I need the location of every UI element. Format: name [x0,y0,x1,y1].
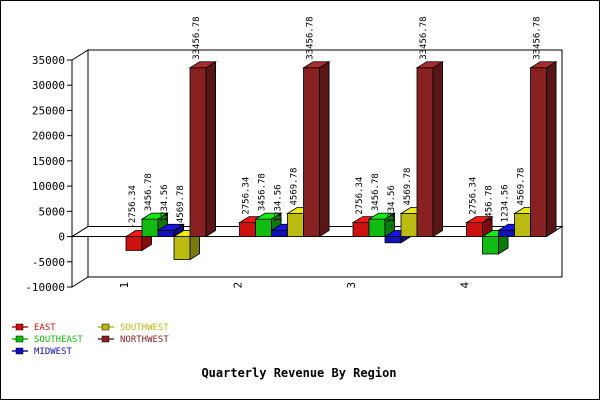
legend-item-southeast: SOUTHEAST [12,335,83,345]
data-label: 3456.78 [258,173,268,211]
data-label: 33456.78 [419,16,429,59]
data-label: 1234.56 [160,184,170,222]
data-label: -3456.78 [485,185,495,228]
svg-text:SOUTHEAST: SOUTHEAST [34,335,83,345]
svg-text:EAST: EAST [34,323,56,333]
x-tick-label: 4 [459,282,472,289]
bar-southeast-3 [367,212,396,238]
y-tick-label: 20000 [32,130,65,143]
data-label: 4569.78 [403,168,413,206]
data-label: 3456.78 [144,173,154,211]
bar-northwest-4 [529,61,558,238]
x-tick-label: 2 [232,282,245,289]
legend-item-southwest: SOUTHWEST [98,323,169,333]
data-labels: -2756.34 3456.78 1234.56 -4569.78 33456.78 27… [128,16,543,228]
y-tick-label: 5000 [39,205,66,218]
legend: EAST SOUTHEAST MIDWEST SOUTHWEST NORTHWEST [12,323,169,357]
y-tick-label: 0 [58,231,65,244]
y-tick-label: -10000 [25,281,65,294]
svg-text:SOUTHWEST: SOUTHWEST [120,323,169,333]
legend-item-midwest: MIDWEST [12,347,73,357]
data-label: 2756.34 [242,177,252,215]
y-tick-label: -5000 [32,256,65,269]
bar-northwest-3 [415,61,444,238]
data-label: -1234.56 [387,185,397,228]
bar-southwest-1 [172,229,201,261]
x-tick-label: 3 [345,282,358,289]
data-label: 2756.34 [355,177,365,215]
bar-southeast-2 [254,212,283,238]
legend-item-northwest: NORTHWEST [98,335,169,345]
data-label: 33456.78 [533,16,543,59]
y-tick-label: 25000 [32,104,65,117]
svg-text:MIDWEST: MIDWEST [34,347,73,357]
data-label: 33456.78 [192,16,202,59]
data-label: -4569.78 [176,185,186,228]
data-label: 4569.78 [517,168,527,206]
data-label: 2756.34 [469,177,479,215]
data-label: 3456.78 [371,173,381,211]
y-tick-label: 30000 [32,79,65,92]
bars [124,61,558,261]
x-tick-label: 1 [118,282,131,289]
chart-title: Quarterly Revenue By Region [201,366,396,380]
bar-southeast-1 [140,212,169,238]
bar-east-4 [465,215,494,238]
y-tick-label: 15000 [32,155,65,168]
data-label: -2756.34 [128,185,138,228]
data-label: 4569.78 [290,168,300,206]
data-label: 33456.78 [306,16,316,59]
data-label: 1234.56 [501,184,511,222]
y-tick-label: 35000 [32,54,65,67]
svg-text:NORTHWEST: NORTHWEST [120,335,169,345]
y-tick-label: 10000 [32,180,65,193]
legend-item-east: EAST [12,323,56,333]
left-wall [71,49,89,288]
bar-northwest-1 [188,61,217,238]
data-label: 1234.56 [274,184,284,222]
bar-northwest-2 [302,61,331,238]
